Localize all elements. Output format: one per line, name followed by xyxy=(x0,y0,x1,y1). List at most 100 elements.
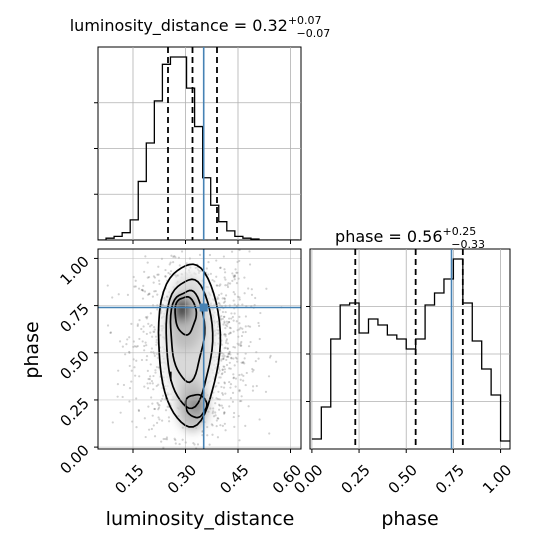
scatter-point xyxy=(128,336,131,339)
ph-xtick-label: 1.00 xyxy=(479,461,515,497)
scatter-point xyxy=(229,327,232,330)
scatter-point xyxy=(173,437,176,440)
scatter-point xyxy=(226,325,229,328)
scatter-point xyxy=(226,355,229,358)
title-ph-param: phase xyxy=(335,227,383,246)
scatter-point xyxy=(227,353,230,356)
scatter-point xyxy=(232,345,235,349)
scatter-point xyxy=(216,436,220,439)
scatter-point xyxy=(232,275,236,279)
scatter-point xyxy=(228,326,231,329)
scatter-point xyxy=(148,292,151,296)
scatter-point xyxy=(228,367,231,370)
scatter-point xyxy=(245,371,248,375)
scatter-point xyxy=(173,254,176,258)
scatter-point xyxy=(196,443,200,446)
scatter-point xyxy=(231,391,235,394)
scatter-point xyxy=(234,268,237,271)
scatter-point xyxy=(223,333,226,336)
scatter-point xyxy=(211,411,214,415)
scatter-point xyxy=(130,369,133,372)
ph-xtick-label: 0.50 xyxy=(385,461,421,497)
scatter-point xyxy=(155,338,158,342)
density-ytick-label: 1.00 xyxy=(56,253,92,289)
scatter-point xyxy=(174,256,177,259)
scatter-point xyxy=(244,315,248,318)
hist-ld-grid xyxy=(98,47,301,240)
scatter-point xyxy=(247,345,251,348)
scatter-point xyxy=(221,368,224,372)
scatter-point xyxy=(257,321,260,325)
title-ph-lower: −0.33 xyxy=(451,238,485,251)
scatter-point xyxy=(154,369,157,372)
scatter-point xyxy=(230,356,233,359)
scatter-point xyxy=(220,373,223,376)
scatter-point xyxy=(156,293,159,296)
scatter-point xyxy=(216,296,219,299)
scatter-point xyxy=(222,386,226,389)
scatter-point xyxy=(142,284,145,287)
scatter-point xyxy=(147,405,150,408)
density-contour-1 xyxy=(165,278,214,410)
scatter-point xyxy=(230,312,233,315)
scatter-point xyxy=(155,343,158,347)
scatter-point xyxy=(226,347,229,350)
scatter-point xyxy=(219,424,222,427)
scatter-point xyxy=(151,414,154,417)
scatter-point xyxy=(221,391,224,395)
scatter-point xyxy=(220,292,223,295)
scatter-point xyxy=(154,335,158,338)
scatter-point xyxy=(275,360,278,363)
scatter-point xyxy=(116,383,120,386)
scatter-point xyxy=(135,359,138,362)
scatter-point xyxy=(158,418,161,421)
scatter-point xyxy=(162,437,165,441)
scatter-point xyxy=(153,407,157,411)
scatter-point xyxy=(238,298,241,301)
scatter-point xyxy=(240,399,243,403)
scatter-point xyxy=(156,304,159,307)
scatter-point xyxy=(168,420,171,423)
scatter-point xyxy=(223,297,226,300)
scatter-point xyxy=(157,406,161,409)
scatter-point xyxy=(217,302,220,305)
scatter-point xyxy=(238,390,241,393)
scatter-point xyxy=(221,393,225,396)
scatter-point xyxy=(130,380,133,383)
scatter-point xyxy=(152,281,155,284)
scatter-point xyxy=(228,317,231,320)
scatter-point xyxy=(215,259,218,262)
scatter-point xyxy=(236,352,239,355)
scatter-point xyxy=(165,436,169,439)
scatter-point xyxy=(146,382,149,385)
scatter-point xyxy=(148,382,152,385)
scatter-point xyxy=(133,285,136,288)
scatter-point xyxy=(241,361,244,364)
scatter-point xyxy=(147,377,150,381)
scatter-point xyxy=(219,283,222,286)
scatter-point xyxy=(238,389,241,392)
scatter-point xyxy=(137,408,140,412)
scatter-point xyxy=(233,275,237,278)
scatter-point xyxy=(153,325,156,329)
scatter-point xyxy=(223,315,226,318)
hist-ld-quantiles xyxy=(167,47,218,240)
hist-ph-ticks: 0.00 0.25 0.50 0.75 1.00 xyxy=(290,306,515,497)
scatter-point xyxy=(142,330,145,333)
scatter-point xyxy=(232,415,235,419)
scatter-point xyxy=(249,340,252,344)
scatter-point xyxy=(145,332,148,336)
scatter-point xyxy=(155,421,159,424)
scatter-point xyxy=(223,381,226,384)
scatter-point xyxy=(252,368,255,372)
scatter-point xyxy=(194,266,197,270)
hist-ld-ticks xyxy=(94,102,291,244)
density-axes xyxy=(97,248,302,450)
title-ld-eq: = xyxy=(229,16,253,35)
scatter-point xyxy=(169,273,172,276)
scatter-point xyxy=(238,328,241,331)
scatter-point xyxy=(212,410,215,413)
scatter-point xyxy=(240,373,243,376)
scatter-point xyxy=(227,332,231,336)
scatter-point xyxy=(215,385,218,388)
